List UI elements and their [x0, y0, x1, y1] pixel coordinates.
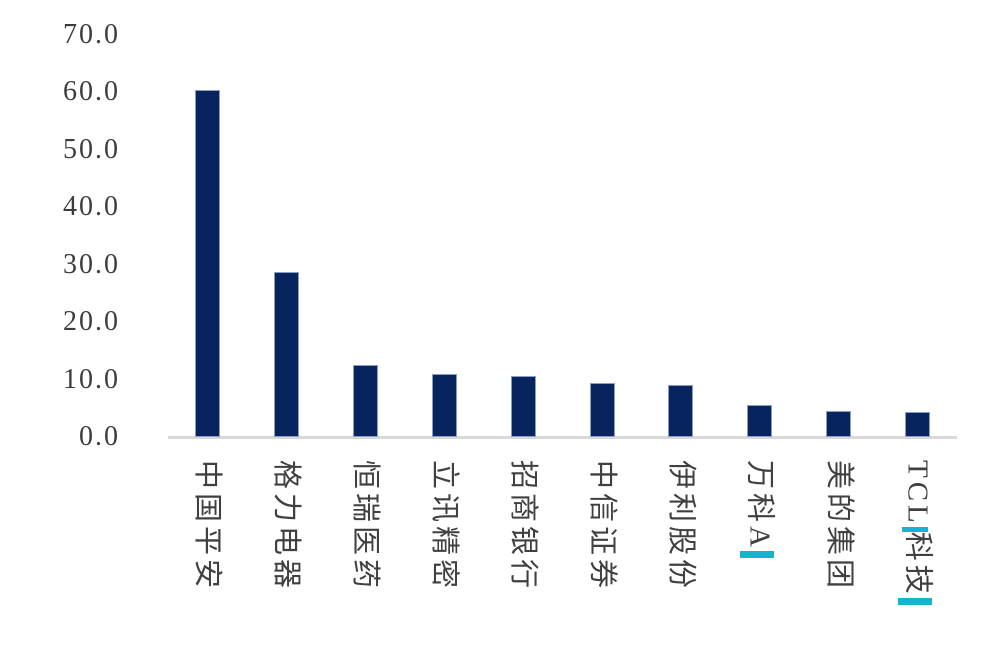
bar-tcl-keji — [905, 412, 931, 437]
category-label-text: 恒瑞医药 — [349, 460, 382, 593]
ytick-20: 20.0 — [63, 306, 120, 338]
cyan-marker — [739, 550, 774, 558]
category-label-text: 招商银行 — [507, 460, 539, 593]
ytick-30: 30.0 — [63, 248, 120, 280]
x-axis-line — [168, 436, 957, 439]
ytick-10: 10.0 — [63, 363, 120, 395]
category-label-text: 中信证券 — [586, 460, 618, 593]
ytick-70: 70.0 — [63, 19, 120, 50]
ytick-40: 40.0 — [63, 191, 120, 223]
category-label-text: 格力电器 — [270, 460, 303, 593]
ytick-50: 50.0 — [63, 133, 120, 165]
bar-zhaoshang-yinhang — [510, 375, 536, 437]
bar-lixun-jingmi — [431, 373, 457, 437]
category-label-text: 中国平安 — [191, 460, 224, 593]
category-label-text: 立讯精密 — [428, 460, 461, 593]
ytick-0: 0.0 — [79, 421, 120, 452]
cyan-marker — [897, 597, 932, 605]
bar-zhongxin-zhengquan — [589, 383, 615, 437]
bar-hengrui-yiyao — [352, 364, 378, 437]
category-label-text: 伊利股份 — [664, 460, 697, 593]
category-label-text: 美的集团 — [822, 460, 855, 593]
bar-zhongguo-pingan — [194, 90, 220, 437]
category-label-text: 万科A — [743, 460, 776, 551]
ytick-60: 60.0 — [63, 76, 120, 108]
category-label-text: 科技 — [900, 531, 933, 598]
category-label-text: TCL — [900, 460, 933, 527]
bar-wanke-a — [747, 404, 773, 437]
bar-yili-gufen — [668, 384, 694, 437]
bar-meidi-jituan — [826, 411, 852, 437]
bar-geli-dianqi — [273, 271, 299, 437]
